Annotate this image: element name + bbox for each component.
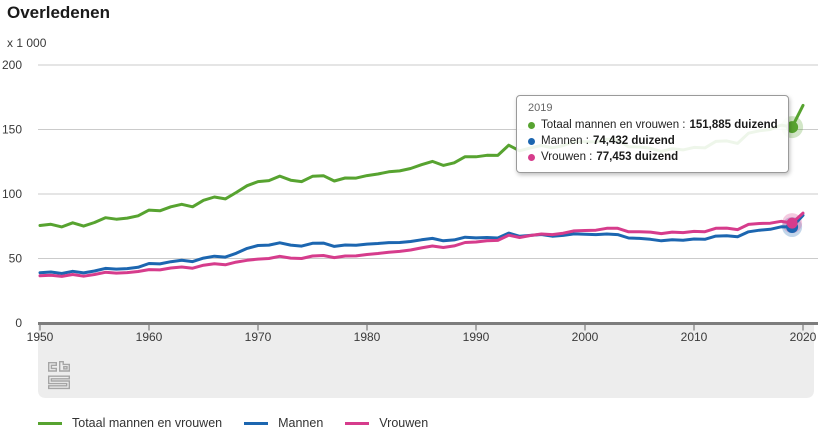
tooltip-label: Totaal mannen en vrouwen :: [541, 119, 686, 131]
series-line-vrouwen[interactable]: [38, 211, 805, 278]
y-tick-label-150: 150: [2, 123, 22, 137]
x-tick-label-1970: 1970: [245, 330, 272, 344]
line-swatch-icon: [345, 421, 370, 425]
tooltip-value: 74,432 duizend: [592, 135, 675, 147]
series-dot-icon: [528, 121, 535, 129]
legend-label: Totaal mannen en vrouwen: [72, 416, 223, 430]
legend-item-vrouwen[interactable]: Vrouwen: [345, 416, 428, 430]
tooltip-value: 151,885 duizend: [689, 119, 778, 131]
marker-dot-vrouwen[interactable]: [786, 217, 798, 229]
legend-label: Mannen: [278, 416, 324, 430]
chart-title: Overledenen: [7, 3, 110, 22]
series-dot-icon: [528, 137, 535, 145]
legend: Totaal mannen en vrouwen Mannen Vrouwen: [38, 410, 428, 436]
tooltip: 2019 Totaal mannen en vrouwen : 151,885 …: [516, 95, 789, 173]
legend-item-mannen[interactable]: Mannen: [244, 416, 323, 430]
series-dot-icon: [528, 153, 535, 161]
tooltip-label: Vrouwen :: [541, 151, 593, 163]
x-tick-label-1950: 1950: [27, 330, 54, 344]
legend-item-totaal[interactable]: Totaal mannen en vrouwen: [38, 416, 222, 430]
tooltip-year: 2019: [528, 102, 553, 114]
cbs-logo-icon: [48, 361, 70, 390]
y-tick-label-100: 100: [2, 187, 22, 201]
marker-dot-totaal-mannen-en-vrouwen[interactable]: [786, 121, 799, 134]
line-swatch-icon: [38, 421, 62, 425]
x-tick-label-1980: 1980: [354, 330, 381, 344]
x-tick-label-2000: 2000: [572, 330, 599, 344]
series-line-mannen[interactable]: [38, 213, 805, 275]
tooltip-value: 77,453 duizend: [596, 151, 679, 163]
y-tick-label-0: 0: [15, 316, 22, 330]
x-tick-label-2020: 2020: [790, 330, 817, 344]
tooltip-label: Mannen :: [541, 135, 589, 147]
line-swatch-icon: [244, 421, 269, 425]
y-tick-label-200: 200: [2, 58, 22, 72]
y-tick-label-50: 50: [9, 252, 23, 266]
tooltip-row-vrouwen: Vrouwen : 77,453 duizend: [528, 149, 778, 165]
x-tick-label-2010: 2010: [681, 330, 708, 344]
x-axis-band: [38, 325, 814, 398]
y-axis-unit-label: x 1 000: [7, 36, 47, 50]
tooltip-row-total: Totaal mannen en vrouwen : 151,885 duize…: [528, 117, 778, 133]
x-tick-label-1960: 1960: [136, 330, 163, 344]
legend-label: Vrouwen: [379, 416, 429, 430]
tooltip-row-mannen: Mannen : 74,432 duizend: [528, 133, 778, 149]
x-tick-label-1990: 1990: [463, 330, 490, 344]
